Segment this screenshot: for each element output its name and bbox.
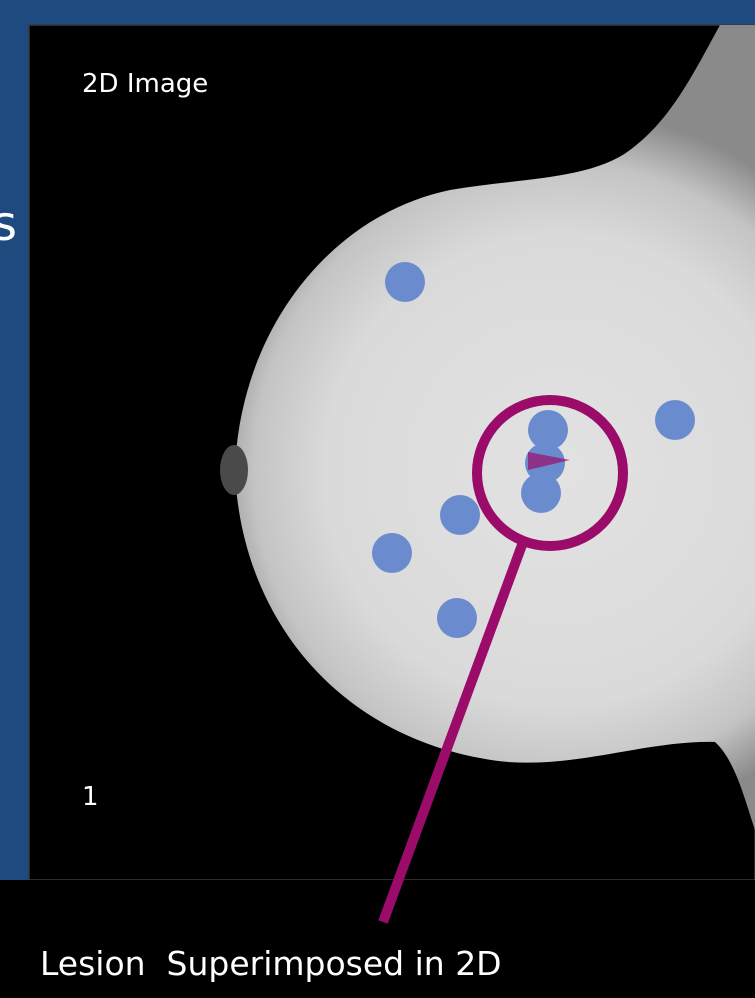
nipple [220,445,248,495]
lesion-dot [385,262,425,302]
highlight-circle [472,395,628,551]
lesion-dot [437,598,477,638]
panel-label: 2D Image [82,69,208,99]
caption: Lesion Superimposed in 2D [40,944,502,983]
lesion-dot [440,495,480,535]
frame-number: 1 [82,782,99,812]
lesion-dot [655,400,695,440]
lesion-dot [528,410,568,450]
lesion-dot [521,473,561,513]
lesion-dot [372,533,412,573]
superimposed-mark [528,452,570,470]
pointer-line [378,543,527,924]
caption-area [0,880,755,998]
cropped-text: s [0,196,17,252]
